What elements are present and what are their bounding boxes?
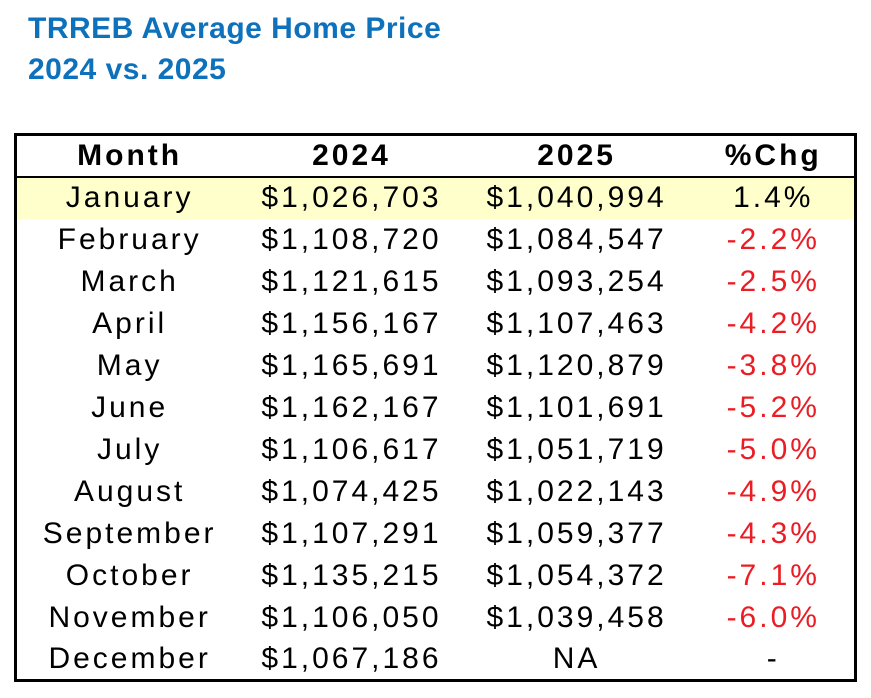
price-2024-cell: $1,067,186 xyxy=(261,641,442,675)
pct-chg-cell: -2.2% xyxy=(726,222,820,256)
price-2025-cell: $1,039,458 xyxy=(486,600,667,634)
month-cell: February xyxy=(57,222,202,256)
pct-chg-cell: -7.1% xyxy=(726,558,820,592)
column-header-month: Month xyxy=(77,138,183,172)
price-2024-cell: $1,106,050 xyxy=(261,600,442,634)
price-2025-cell: NA xyxy=(552,641,601,675)
price-2025-cell: $1,120,879 xyxy=(486,348,667,382)
pct-chg-cell: -4.2% xyxy=(726,306,820,340)
price-2025-cell: $1,084,547 xyxy=(486,222,667,256)
month-cell: October xyxy=(65,558,194,592)
price-2025-cell: $1,051,719 xyxy=(486,432,667,466)
table-row: August $1,074,425 $1,022,143 -4.9% xyxy=(16,471,856,513)
pct-chg-cell: -2.5% xyxy=(726,264,820,298)
month-cell: May xyxy=(96,348,163,382)
pct-chg-cell: -5.2% xyxy=(726,390,820,424)
price-2025-cell: $1,059,377 xyxy=(486,516,667,550)
page-title-line-2: 2024 vs. 2025 xyxy=(28,53,227,86)
pct-chg-cell: -3.8% xyxy=(726,348,820,382)
table-header-row: Month 2024 2025 %Chg xyxy=(15,135,856,177)
table-row: July $1,106,617 $1,051,719 -5.0% xyxy=(16,429,856,471)
page-title: TRREB Average Home Price 2024 vs. 2025 xyxy=(28,8,441,90)
month-cell: June xyxy=(91,390,169,424)
price-2025-cell: $1,022,143 xyxy=(486,474,667,508)
table-row: December $1,067,186 NA - xyxy=(16,639,856,681)
price-2024-cell: $1,165,691 xyxy=(261,348,442,382)
table-row: May $1,165,691 $1,120,879 -3.8% xyxy=(16,345,856,387)
month-cell: July xyxy=(96,432,163,466)
price-2025-cell: $1,054,372 xyxy=(486,558,667,592)
price-2024-cell: $1,162,167 xyxy=(261,390,442,424)
price-2024-cell: $1,108,720 xyxy=(261,222,442,256)
pct-chg-cell: -5.0% xyxy=(726,432,820,466)
month-cell: January xyxy=(65,181,194,214)
price-2024-cell: $1,156,167 xyxy=(261,306,442,340)
price-2025-cell: $1,093,254 xyxy=(486,264,667,298)
price-2024-cell: $1,074,425 xyxy=(261,474,442,508)
column-header-2024: 2024 xyxy=(312,138,391,172)
table-row: April $1,156,167 $1,107,463 -4.2% xyxy=(16,303,856,345)
month-cell: September xyxy=(42,516,217,550)
month-cell: April xyxy=(92,306,168,340)
month-cell: December xyxy=(48,641,211,675)
pct-chg-cell: - xyxy=(766,641,780,675)
month-cell: November xyxy=(48,600,211,634)
table-row: March $1,121,615 $1,093,254 -2.5% xyxy=(16,261,856,303)
price-2024-cell: $1,121,615 xyxy=(261,264,442,298)
page-title-line-1: TRREB Average Home Price xyxy=(28,12,442,45)
table-row: September $1,107,291 $1,059,377 -4.3% xyxy=(16,513,856,555)
pct-chg-cell: -6.0% xyxy=(726,600,820,634)
table-row: June $1,162,167 $1,101,691 -5.2% xyxy=(16,387,856,429)
pct-chg-cell: -4.9% xyxy=(726,474,820,508)
price-2024-cell: $1,026,703 xyxy=(261,181,442,214)
column-header-pctchg: %Chg xyxy=(724,138,822,172)
table-row: February $1,108,720 $1,084,547 -2.2% xyxy=(16,219,856,261)
price-table: Month 2024 2025 %Chg January $1,026,703 … xyxy=(14,133,857,682)
price-2024-cell: $1,106,617 xyxy=(261,432,442,466)
price-2025-cell: $1,040,994 xyxy=(486,181,667,214)
price-2025-cell: $1,101,691 xyxy=(486,390,667,424)
table-row: October $1,135,215 $1,054,372 -7.1% xyxy=(16,555,856,597)
pct-chg-cell: -4.3% xyxy=(726,516,820,550)
price-2024-cell: $1,135,215 xyxy=(261,558,442,592)
price-2024-cell: $1,107,291 xyxy=(261,516,442,550)
pct-chg-cell: 1.4% xyxy=(733,181,814,214)
table-row: January $1,026,703 $1,040,994 1.4% xyxy=(15,176,856,219)
month-cell: March xyxy=(80,264,179,298)
price-2025-cell: $1,107,463 xyxy=(486,306,667,340)
table-row: November $1,106,050 $1,039,458 -6.0% xyxy=(16,597,856,639)
month-cell: August xyxy=(73,474,186,508)
column-header-2025: 2025 xyxy=(537,138,616,172)
